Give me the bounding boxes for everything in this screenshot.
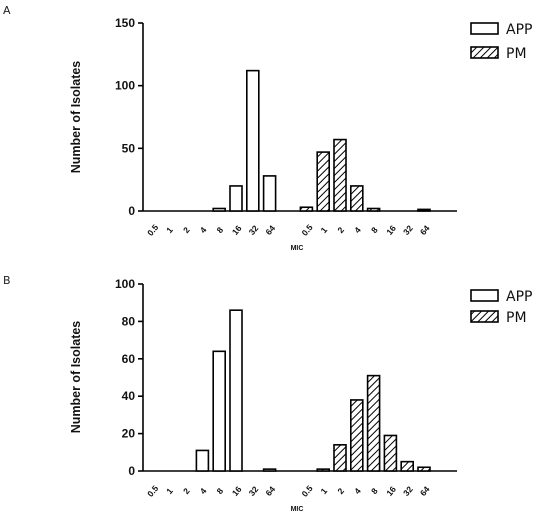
x-tick-label: 4	[198, 486, 209, 496]
x-axis-label: MIC	[291, 506, 304, 513]
x-tick-label: 32	[401, 223, 415, 237]
panel-b-letter: B	[3, 274, 11, 287]
pm-bar	[417, 466, 431, 472]
x-tick-label: 32	[247, 223, 261, 237]
x-tick-label: 32	[401, 484, 415, 498]
panel-a-letter: A	[3, 4, 11, 17]
x-tick-label: 4	[198, 225, 209, 235]
pm-bar	[366, 374, 381, 472]
x-tick-label: 0.5	[145, 222, 160, 238]
pm-bar	[417, 208, 431, 212]
x-tick-label: 4	[352, 486, 363, 496]
x-tick-label: 2	[335, 225, 346, 235]
pm-bar	[349, 399, 364, 472]
y-tick-label: 80	[122, 314, 136, 328]
y-tick-label: 100	[115, 79, 135, 93]
pm-bar	[366, 207, 381, 212]
y-tick-label: 100	[115, 277, 135, 291]
x-tick-label: 16	[230, 223, 244, 237]
app-bar	[262, 468, 277, 472]
pm-bar	[333, 444, 347, 472]
x-tick-label: 8	[369, 225, 380, 235]
pm-bar	[316, 468, 331, 472]
app-bar	[212, 350, 226, 472]
x-tick-label: 32	[247, 484, 261, 498]
x-tick-label: 16	[384, 223, 398, 237]
x-tick-label: 64	[263, 223, 277, 237]
x-tick-label: 1	[319, 225, 330, 235]
app-bar	[246, 69, 260, 212]
x-tick-label: 8	[215, 486, 226, 496]
pm-bar	[349, 185, 364, 212]
x-tick-label: 1	[164, 225, 175, 235]
pm-bar	[400, 460, 415, 472]
y-tick-label: 0	[128, 464, 135, 478]
pm-bar	[333, 138, 347, 212]
app-bar	[229, 309, 243, 472]
y-tick-label: 60	[122, 352, 136, 366]
x-tick-label: 4	[352, 225, 363, 235]
y-tick-label: 40	[122, 389, 136, 403]
x-tick-label: 2	[181, 225, 192, 235]
y-axis-label: Number of Isolates	[69, 61, 83, 174]
app-bar	[212, 207, 226, 212]
y-tick-label: 150	[115, 16, 135, 30]
app-bar	[262, 175, 277, 212]
x-tick-label: 64	[418, 484, 432, 498]
x-tick-label: 64	[263, 484, 277, 498]
legend-label-app: APP	[506, 289, 532, 305]
app-bar	[195, 449, 210, 472]
x-axis-label: MIC	[291, 245, 304, 252]
x-tick-label: 64	[418, 223, 432, 237]
x-tick-label: 16	[384, 484, 398, 498]
y-tick-label: 0	[128, 204, 135, 218]
x-tick-label: 1	[164, 486, 175, 496]
legend-label-pm: PM	[506, 46, 527, 62]
y-tick-label: 20	[122, 427, 136, 441]
legend-label-app: APP	[506, 22, 532, 38]
x-tick-label: 1	[319, 486, 330, 496]
x-tick-label: 2	[335, 486, 346, 496]
x-tick-label: 16	[230, 484, 244, 498]
x-tick-label: 0.5	[299, 222, 314, 238]
legend-label-pm: PM	[506, 310, 527, 326]
pm-bar	[383, 434, 398, 472]
y-axis-label: Number of Isolates	[69, 321, 83, 434]
x-tick-label: 0.5	[145, 483, 160, 499]
x-tick-label: 8	[369, 486, 380, 496]
app-bar	[229, 185, 243, 212]
pm-bar	[316, 151, 331, 212]
x-tick-label: 2	[181, 486, 192, 496]
y-tick-label: 50	[122, 141, 136, 155]
legend-swatch-pm	[470, 46, 499, 59]
pm-bar	[299, 206, 314, 212]
x-tick-label: 0.5	[299, 483, 314, 499]
x-tick-label: 8	[215, 225, 226, 235]
legend-swatch-app	[470, 22, 499, 35]
legend-swatch-pm	[470, 310, 499, 323]
legend-swatch-app	[470, 289, 499, 302]
